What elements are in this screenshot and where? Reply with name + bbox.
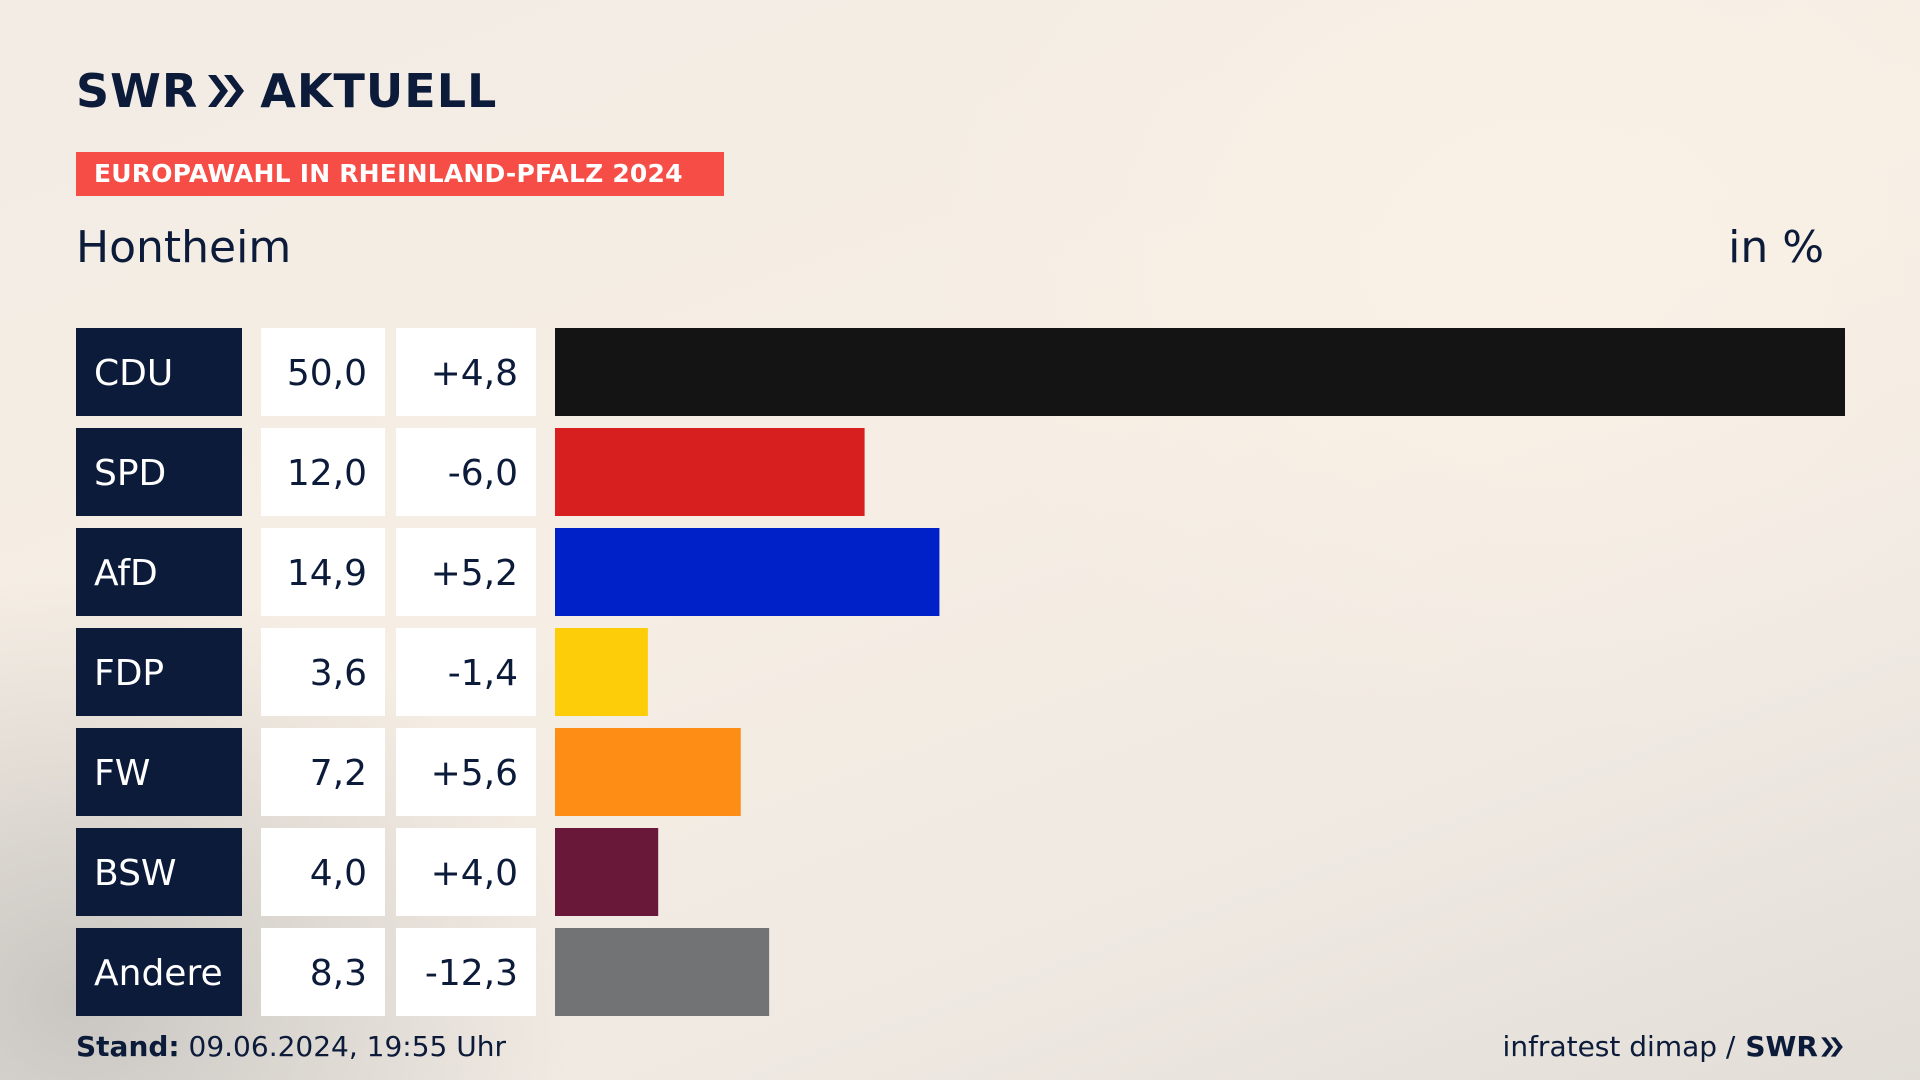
bar-afd — [555, 528, 940, 616]
party-label-box-afd — [76, 528, 242, 616]
party-label-box-bsw — [76, 828, 242, 916]
election-banner: EUROPAWAHL IN RHEINLAND-PFALZ 2024 — [76, 152, 724, 196]
value-label-spd: 12,0 — [287, 453, 367, 494]
source-text: infratest dimap / — [1502, 1030, 1736, 1063]
change-label-spd: -6,0 — [448, 453, 518, 494]
bar-fw — [555, 728, 741, 816]
value-box-spd — [261, 428, 385, 516]
party-label-box-cdu — [76, 328, 242, 416]
double-chevron-icon — [208, 75, 245, 107]
footer-swr-text: SWR — [1745, 1030, 1818, 1063]
bar-cdu — [555, 328, 1845, 416]
place-title: Hontheim — [76, 222, 292, 273]
change-box-spd — [396, 428, 536, 516]
value-box-afd — [261, 528, 385, 616]
value-label-andere: 8,3 — [310, 953, 367, 994]
party-label-spd: SPD — [94, 453, 166, 494]
unit-label: in % — [1728, 222, 1824, 273]
change-box-afd — [396, 528, 536, 616]
swr-aktuell-logo: SWR AKTUELL — [76, 64, 497, 118]
party-label-cdu: CDU — [94, 353, 173, 394]
change-box-fw — [396, 728, 536, 816]
value-label-fdp: 3,6 — [310, 653, 367, 694]
party-label-box-spd — [76, 428, 242, 516]
footer-source: infratest dimap / SWR — [1503, 1030, 1844, 1064]
logo-swr-text: SWR — [76, 64, 199, 118]
footer-swr-logo: SWR — [1745, 1030, 1844, 1064]
change-box-bsw — [396, 828, 536, 916]
bar-andere — [555, 928, 770, 1016]
value-label-cdu: 50,0 — [287, 353, 367, 394]
change-box-fdp — [396, 628, 536, 716]
value-box-cdu — [261, 328, 385, 416]
change-box-cdu — [396, 328, 536, 416]
party-label-box-fdp — [76, 628, 242, 716]
party-label-bsw: BSW — [94, 853, 177, 894]
value-box-bsw — [261, 828, 385, 916]
stand-value: 09.06.2024, 19:55 Uhr — [188, 1030, 506, 1063]
footer-chevron-icon — [1821, 1037, 1843, 1057]
value-box-andere — [261, 928, 385, 1016]
logo-aktuell-text: AKTUELL — [260, 64, 498, 118]
bar-bsw — [555, 828, 659, 916]
bar-fdp — [555, 628, 648, 716]
party-label-fw: FW — [94, 753, 150, 794]
value-label-fw: 7,2 — [310, 753, 367, 794]
change-label-cdu: +4,8 — [431, 353, 518, 394]
value-box-fw — [261, 728, 385, 816]
change-label-fw: +5,6 — [431, 753, 518, 794]
party-label-afd: AfD — [94, 553, 158, 594]
change-label-bsw: +4,0 — [431, 853, 518, 894]
change-label-fdp: -1,4 — [448, 653, 518, 694]
value-box-fdp — [261, 628, 385, 716]
value-label-afd: 14,9 — [287, 553, 367, 594]
party-label-box-andere — [76, 928, 242, 1016]
change-label-andere: -12,3 — [425, 953, 518, 994]
party-label-fdp: FDP — [94, 653, 164, 694]
change-label-afd: +5,2 — [431, 553, 518, 594]
footer-stand: Stand: 09.06.2024, 19:55 Uhr — [76, 1030, 506, 1064]
value-label-bsw: 4,0 — [310, 853, 367, 894]
party-label-box-fw — [76, 728, 242, 816]
bar-spd — [555, 428, 865, 516]
change-box-andere — [396, 928, 536, 1016]
stand-label: Stand: — [76, 1030, 180, 1063]
party-label-andere: Andere — [94, 953, 223, 994]
